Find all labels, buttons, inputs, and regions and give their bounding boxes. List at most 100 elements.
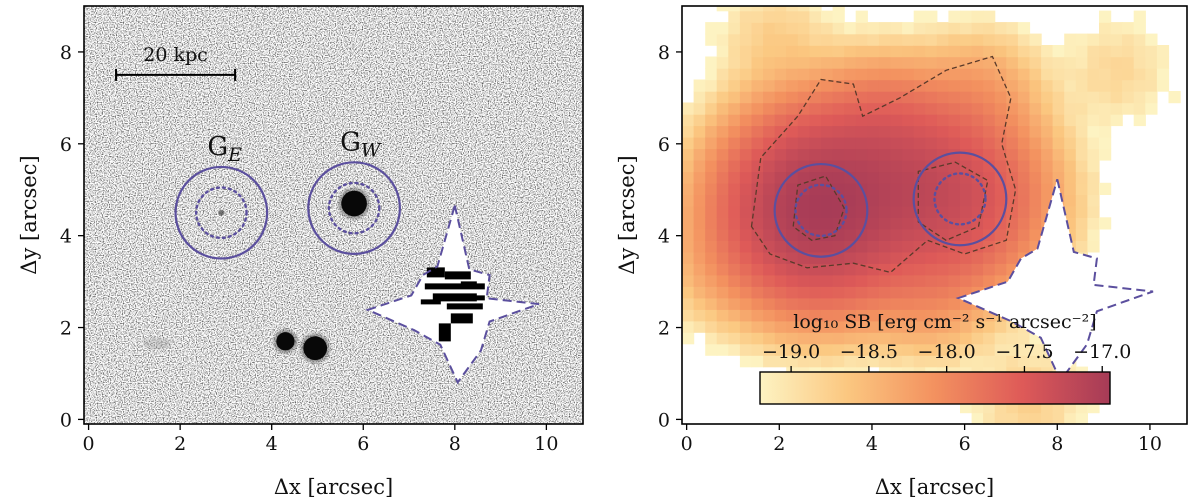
heatmap-pixel (682, 194, 695, 207)
heatmap-pixel (682, 286, 695, 299)
heatmap-pixel (948, 68, 961, 81)
heatmap-pixel (751, 343, 764, 356)
heatmap-pixel (855, 309, 868, 322)
heatmap-pixel (682, 159, 695, 173)
heatmap-pixel (1006, 56, 1019, 69)
heatmap-pixel (716, 240, 729, 253)
heatmap-pixel (763, 159, 776, 173)
heatmap-pixel (878, 251, 892, 264)
heatmap-pixel (844, 113, 857, 127)
heatmap-pixel (994, 22, 1007, 35)
colorbar-tick-label: −17.0 (1073, 341, 1131, 363)
heatmap-pixel (994, 148, 1007, 161)
heatmap-pixel (751, 205, 764, 218)
heatmap-pixel (890, 217, 903, 230)
heatmap-pixel (786, 332, 799, 345)
heatmap-pixel (890, 56, 903, 69)
heatmap-pixel (1133, 33, 1146, 46)
heatmap-pixel (728, 320, 741, 333)
heatmap-pixel (867, 148, 880, 161)
heatmap-pixel (797, 56, 810, 69)
heatmap-pixel (682, 251, 695, 264)
heatmap-pixel (693, 136, 706, 150)
heatmap-pixel (751, 274, 764, 287)
heatmap-pixel (913, 33, 926, 46)
heatmap-pixel (878, 22, 892, 35)
heatmap-pixel (728, 171, 741, 184)
heatmap-pixel (1145, 45, 1158, 58)
heatmap-pixel (739, 6, 753, 12)
heatmap-pixel (960, 102, 973, 115)
heatmap-pixel (797, 125, 810, 138)
heatmap-pixel (983, 68, 996, 81)
heatmap-pixel (960, 205, 973, 218)
heatmap-pixel (1029, 33, 1042, 46)
heatmap-pixel (844, 91, 857, 104)
heatmap-pixel (774, 148, 787, 161)
heatmap-pixel (1029, 355, 1042, 368)
heatmap-pixel (867, 332, 880, 345)
heatmap-pixel (1041, 45, 1054, 58)
heatmap-pixel (936, 217, 949, 230)
heatmap-pixel (960, 148, 973, 161)
heatmap-pixel (705, 309, 718, 322)
heatmap-pixel (832, 136, 845, 150)
heatmap-pixel (983, 22, 996, 35)
heatmap-pixel (867, 113, 880, 127)
heatmap-pixel (948, 102, 961, 115)
heatmap-pixel (878, 56, 892, 69)
heatmap-pixel (878, 182, 892, 195)
heatmap-pixel (728, 45, 741, 58)
heatmap-pixel (774, 125, 787, 138)
heatmap-pixel (763, 286, 776, 299)
heatmap-pixel (1145, 91, 1158, 104)
heatmap-pixel (844, 45, 857, 58)
heatmap-pixel (1075, 136, 1088, 150)
heatmap-pixel (936, 309, 949, 322)
residual-pixel (450, 313, 473, 324)
heatmap-pixel (728, 56, 741, 69)
heatmap-pixel (786, 148, 799, 161)
heatmap-pixel (844, 228, 857, 241)
heatmap-pixel (786, 355, 799, 368)
heatmap-pixel (890, 309, 903, 322)
heatmap-pixel (728, 6, 741, 12)
heatmap-pixel (1145, 79, 1158, 92)
heatmap-pixel (1064, 79, 1077, 92)
heatmap-pixel (832, 182, 845, 195)
heatmap-pixel (682, 205, 695, 218)
heatmap-pixel (855, 102, 868, 115)
heatmap-pixel (902, 33, 915, 46)
heatmap-pixel (1064, 136, 1077, 150)
heatmap-pixel (1029, 45, 1042, 58)
heatmap-pixel (809, 332, 822, 345)
heatmap-pixel (728, 113, 741, 127)
heatmap-pixel (936, 274, 949, 287)
heatmap-pixel (763, 45, 776, 58)
heatmap-pixel (705, 22, 718, 35)
heatmap-pixel (844, 33, 857, 46)
heatmap-pixel (809, 217, 822, 230)
heatmap-pixel (878, 309, 892, 322)
heatmap-pixel (1087, 45, 1100, 58)
heatmap-pixel (728, 182, 741, 195)
heatmap-pixel (994, 45, 1007, 58)
heatmap-pixel (797, 205, 810, 218)
heatmap-pixel (867, 45, 880, 58)
heatmap-pixel (925, 309, 938, 322)
galaxy-label-subscript: W (361, 139, 382, 161)
heatmap-pixel (867, 297, 880, 310)
heatmap-pixel (1006, 194, 1019, 207)
residual-pixel (460, 281, 477, 288)
heatmap-pixel (994, 412, 1007, 424)
heatmap-pixel (971, 113, 984, 127)
heatmap-pixel (763, 113, 776, 127)
heatmap-pixel (1017, 355, 1031, 368)
heatmap-pixel (774, 332, 787, 345)
heatmap-pixel (994, 194, 1007, 207)
heatmap-pixel (1029, 412, 1042, 424)
heatmap-pixel (1087, 240, 1100, 253)
heatmap-pixel (705, 136, 718, 150)
heatmap-pixel (948, 33, 961, 46)
heatmap-pixel (994, 125, 1007, 138)
